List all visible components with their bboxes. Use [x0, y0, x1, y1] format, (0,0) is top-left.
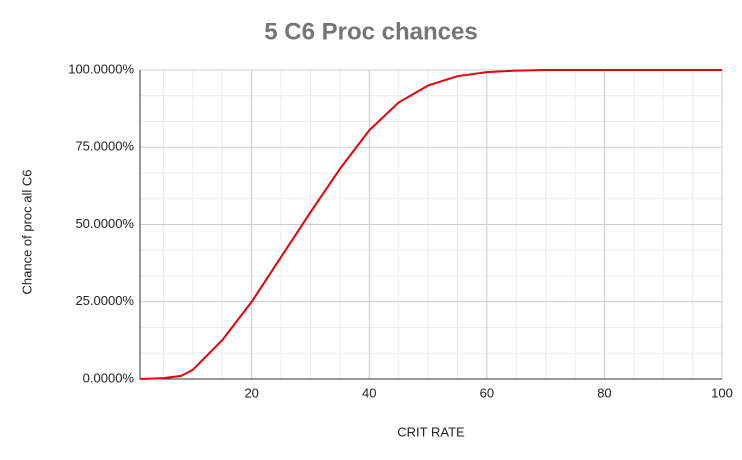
y-tick-label: 100.0000%	[68, 61, 134, 76]
x-tick-label: 60	[480, 385, 494, 400]
y-tick-label: 0.0000%	[83, 370, 135, 385]
y-tick-label: 75.0000%	[75, 139, 134, 154]
chart-title: 5 C6 Proc chances	[264, 18, 477, 45]
data-line	[139, 69, 722, 380]
y-tick-label: 50.0000%	[75, 216, 134, 231]
y-axis-label: Chance of proc all C6	[19, 169, 34, 294]
x-tick-label: 20	[244, 385, 258, 400]
x-tick-label: 80	[597, 385, 611, 400]
y-tick-label: 25.0000%	[75, 293, 134, 308]
x-tick-label: 40	[362, 385, 376, 400]
x-tick-label: 100	[711, 385, 733, 400]
x-axis-label: CRIT RATE	[397, 424, 465, 439]
